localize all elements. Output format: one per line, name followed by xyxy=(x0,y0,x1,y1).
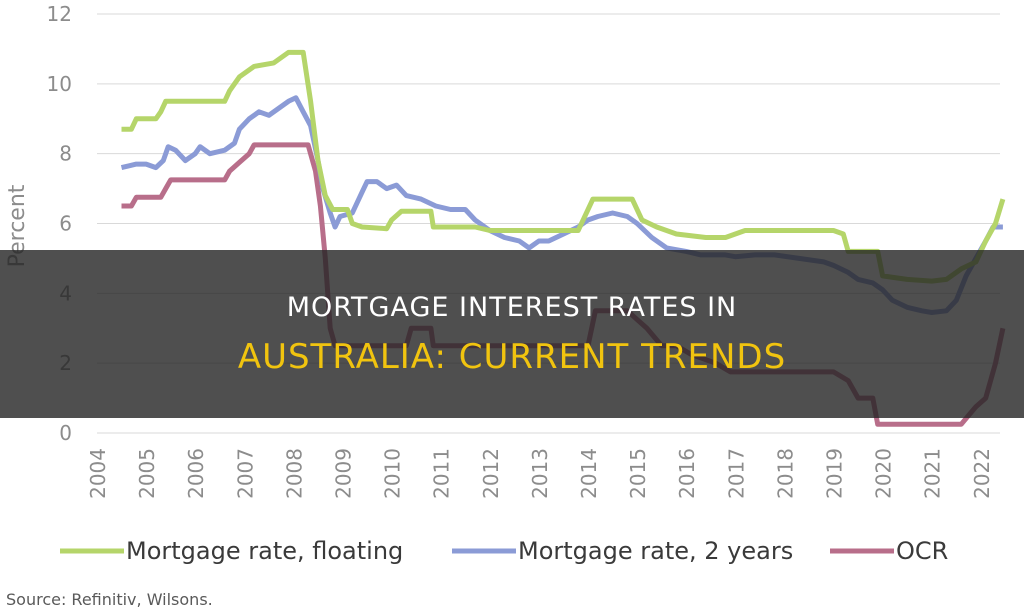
x-tick-label: 2020 xyxy=(872,448,896,499)
banner-title-line2: Australia: current trends xyxy=(237,336,787,377)
x-tick-label: 2008 xyxy=(282,448,306,499)
x-tick-label: 2014 xyxy=(577,448,601,499)
x-tick-label: 2004 xyxy=(86,448,110,499)
x-tick-label: 2006 xyxy=(184,448,208,499)
x-tick-label: 2017 xyxy=(724,448,748,499)
series-line xyxy=(121,49,1006,284)
x-tick-label: 2016 xyxy=(675,448,699,499)
x-tick-label: 2019 xyxy=(823,448,847,499)
x-tick-label: 2010 xyxy=(381,448,405,499)
x-tick-label: 2022 xyxy=(970,448,994,499)
y-tick-label: 10 xyxy=(47,72,72,96)
x-tick-label: 2018 xyxy=(773,448,797,499)
banner-title-line1: Mortgage interest rates in xyxy=(286,291,738,323)
title-banner: Mortgage interest rates in Australia: cu… xyxy=(0,250,1024,418)
x-tick-label: 2013 xyxy=(528,448,552,499)
legend-label: Mortgage rate, 2 years xyxy=(518,537,793,565)
x-tick-label: 2007 xyxy=(233,448,257,499)
x-tick-label: 2012 xyxy=(479,448,503,499)
y-tick-label: 6 xyxy=(59,212,72,236)
x-axis-ticks: 2004 2005 2006 2007 2008 2009 2010 2011 2012 2013… xyxy=(86,448,994,499)
source-note: Source: Refinitiv, Wilsons. xyxy=(6,590,213,609)
y-tick-label: 8 xyxy=(59,142,72,166)
legend: Mortgage rate, floating Mortgage rate, 2 … xyxy=(60,537,948,565)
x-tick-label: 2005 xyxy=(135,448,159,499)
x-tick-label: 2011 xyxy=(430,448,454,499)
x-tick-label: 2021 xyxy=(921,448,945,499)
legend-label: OCR xyxy=(896,537,948,565)
y-tick-label: 0 xyxy=(59,421,72,445)
legend-label: Mortgage rate, floating xyxy=(126,537,403,565)
x-tick-label: 2009 xyxy=(332,448,356,499)
y-tick-label: 12 xyxy=(47,2,72,26)
x-tick-label: 2015 xyxy=(626,448,650,499)
